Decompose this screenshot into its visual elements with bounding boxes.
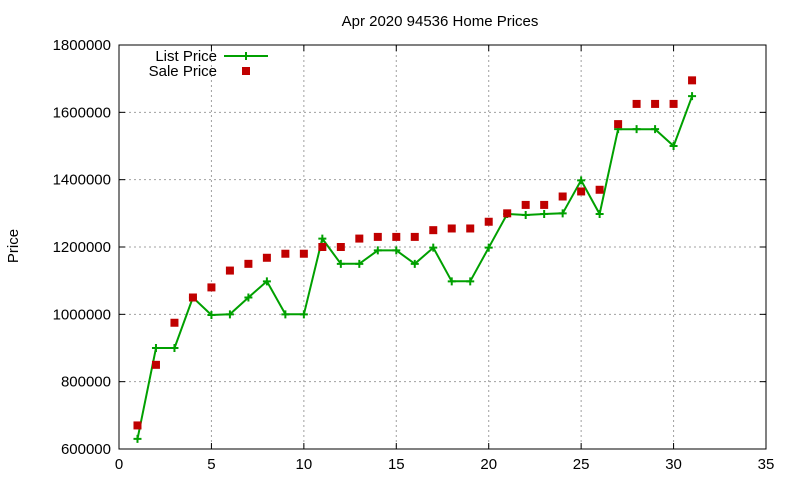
y-tick-label: 800000 bbox=[61, 374, 111, 391]
list-price-point bbox=[447, 277, 456, 286]
y-tick-label: 600000 bbox=[61, 441, 111, 458]
sale-price-point bbox=[188, 293, 197, 302]
list-price-point bbox=[318, 234, 327, 243]
list-price-point bbox=[688, 92, 697, 101]
list-price-point bbox=[336, 259, 345, 268]
sale-price-point bbox=[392, 232, 401, 241]
sale-price-point bbox=[484, 217, 493, 226]
y-tick-label: 1400000 bbox=[53, 172, 111, 189]
list-price-point bbox=[669, 142, 678, 150]
sale-price-point bbox=[355, 234, 364, 243]
sale-price-point bbox=[632, 99, 641, 108]
list-price-point bbox=[484, 243, 493, 252]
sale-price-point bbox=[281, 249, 290, 258]
list-price-point bbox=[632, 125, 641, 134]
x-tick-label: 30 bbox=[665, 456, 682, 473]
grid-lines bbox=[119, 45, 766, 449]
x-tick-label: 25 bbox=[573, 456, 590, 473]
sale-price-point bbox=[373, 232, 382, 241]
sale-price-point bbox=[133, 421, 142, 430]
sale-price-point bbox=[299, 249, 308, 258]
x-tick-label: 5 bbox=[207, 456, 215, 473]
axis-ticks: 0 5 10 15 20 25 30 35 600000 800000 1000000 1200000… bbox=[53, 37, 775, 473]
sale-price-point bbox=[429, 226, 438, 235]
list-price-point bbox=[373, 246, 382, 255]
legend-marker-sale-price bbox=[242, 67, 250, 75]
sale-price-point bbox=[336, 243, 345, 251]
sale-price-point bbox=[170, 318, 179, 327]
sale-price-point bbox=[558, 192, 567, 201]
list-price-point bbox=[299, 310, 308, 319]
sale-price-point bbox=[410, 232, 419, 241]
y-tick-label: 1800000 bbox=[53, 37, 111, 54]
sale-price-point bbox=[151, 360, 160, 369]
x-tick-label: 0 bbox=[115, 456, 123, 473]
x-tick-label: 20 bbox=[480, 456, 497, 473]
list-price-point bbox=[392, 246, 401, 255]
plot-frame bbox=[118, 44, 767, 450]
sale-price-point bbox=[577, 187, 586, 196]
sale-price-point bbox=[447, 224, 456, 233]
sale-price-point bbox=[595, 185, 604, 194]
x-tick-label: 15 bbox=[388, 456, 405, 473]
sale-price-point bbox=[207, 283, 216, 292]
chart-title: Apr 2020 94536 Home Prices bbox=[342, 13, 539, 30]
y-tick-label: 1000000 bbox=[53, 306, 111, 323]
x-tick-label: 35 bbox=[758, 456, 775, 473]
list-price-point bbox=[207, 311, 216, 320]
sale-price-point bbox=[521, 200, 530, 209]
sale-price-point bbox=[651, 99, 660, 108]
list-price-point bbox=[410, 259, 419, 268]
list-price-point bbox=[521, 211, 530, 220]
sale-price-point bbox=[669, 99, 678, 108]
y-tick-label: 1200000 bbox=[53, 239, 111, 256]
list-price-point bbox=[577, 176, 586, 185]
sale-price-point bbox=[225, 266, 234, 275]
sale-price-point bbox=[688, 76, 697, 85]
list-price-point bbox=[151, 344, 160, 352]
sale-price-point bbox=[262, 253, 271, 262]
list-price-point bbox=[429, 243, 438, 252]
sale-price-point bbox=[614, 120, 623, 129]
list-price-point bbox=[558, 209, 567, 218]
legend-label-list-price: List Price bbox=[155, 48, 217, 65]
sale-price-point bbox=[540, 200, 549, 209]
list-price-point bbox=[595, 210, 604, 219]
sale-price-point bbox=[318, 243, 327, 251]
list-price-point bbox=[355, 259, 364, 268]
y-tick-label: 1600000 bbox=[53, 104, 111, 121]
data-series bbox=[133, 76, 697, 443]
list-price-point bbox=[262, 277, 271, 286]
list-price-point bbox=[466, 277, 475, 286]
legend: List Price Sale Price bbox=[149, 48, 268, 80]
list-price-point bbox=[133, 434, 142, 443]
list-price-point bbox=[281, 310, 290, 319]
sale-price-point bbox=[244, 259, 253, 268]
x-tick-label: 10 bbox=[296, 456, 313, 473]
list-price-point bbox=[651, 125, 660, 134]
list-price-point bbox=[170, 344, 179, 352]
list-price-point bbox=[244, 293, 253, 302]
y-axis-label: Price bbox=[5, 229, 22, 263]
sale-price-point bbox=[466, 224, 475, 233]
legend-marker-list-price bbox=[242, 52, 250, 60]
list-price-point bbox=[225, 310, 234, 319]
sale-price-point bbox=[503, 209, 512, 218]
list-price-point bbox=[540, 210, 549, 219]
legend-label-sale-price: Sale Price bbox=[149, 63, 217, 80]
